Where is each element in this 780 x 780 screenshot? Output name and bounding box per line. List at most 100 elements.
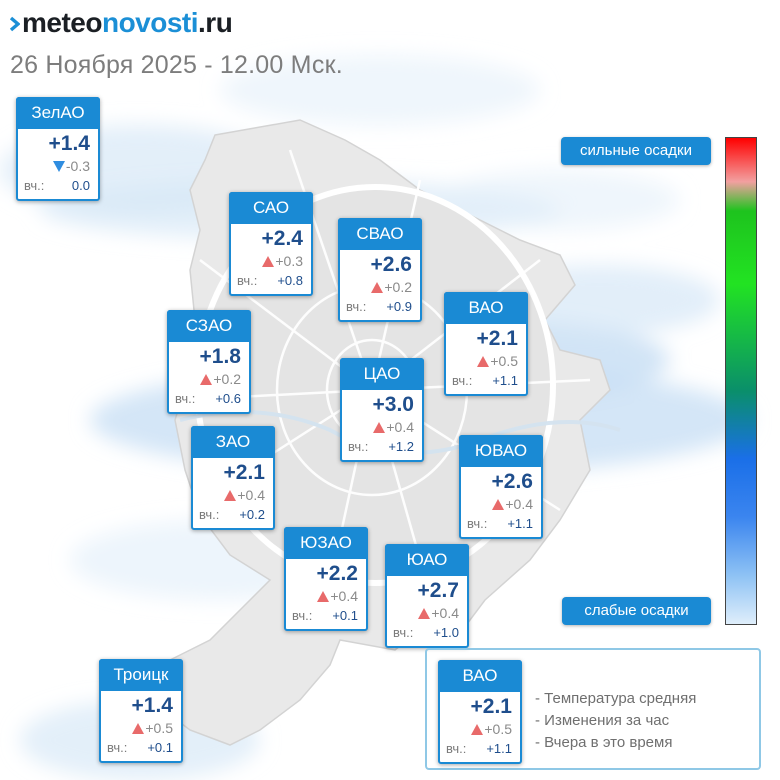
yesterday-label: вч.: <box>107 740 128 755</box>
district-hourly-change: +0.5 <box>477 352 518 370</box>
legend-sample-change: +0.5 <box>471 720 512 738</box>
date-time-subtitle: 26 Ноября 2025 - 12.00 Мск. <box>10 51 343 79</box>
trend-up-icon <box>317 590 330 602</box>
district-yesterday-value: +0.1 <box>147 740 173 755</box>
trend-up-icon <box>492 498 505 510</box>
legend-sample-change-value: +0.5 <box>484 721 512 737</box>
trend-up-icon <box>262 255 275 267</box>
district-name: ЦАО <box>340 358 424 390</box>
district-change-value: +0.4 <box>386 419 414 435</box>
site-logo[interactable]: meteo novosti .ru <box>9 6 233 40</box>
district-name: ВАО <box>444 292 528 324</box>
district-name: СВАО <box>338 218 422 250</box>
district-card-svao[interactable]: СВАО +2.6 +0.2 вч.: +0.9 <box>338 218 422 322</box>
trend-up-icon <box>418 607 431 619</box>
district-yesterday-value: +0.8 <box>277 273 303 288</box>
district-card-troick[interactable]: Троицк +1.4 +0.5 вч.: +0.1 <box>99 659 183 763</box>
district-yesterday: вч.: 0.0 <box>24 177 90 195</box>
district-yesterday-value: +1.1 <box>507 516 533 531</box>
yesterday-label: вч.: <box>446 741 467 756</box>
district-change-value: +0.4 <box>431 605 459 621</box>
scale-label-light: слабые осадки <box>562 597 711 625</box>
district-change-value: +0.4 <box>505 496 533 512</box>
district-yesterday: вч.: +1.1 <box>452 372 518 390</box>
district-yesterday: вч.: +0.1 <box>292 607 358 625</box>
district-name: ЗелАО <box>16 97 100 129</box>
district-card-zelao[interactable]: ЗелАО +1.4 -0.3 вч.: 0.0 <box>16 97 100 201</box>
district-yesterday: вч.: +0.1 <box>107 739 173 757</box>
district-temperature: +2.2 <box>316 562 358 585</box>
legend-sample-yesterday-value: +1.1 <box>486 741 512 756</box>
district-change-value: -0.3 <box>65 158 90 174</box>
trend-up-icon <box>477 355 490 367</box>
district-temperature: +2.4 <box>261 227 303 250</box>
yesterday-label: вч.: <box>346 299 367 314</box>
logo-text-novosti: novosti <box>101 7 199 38</box>
yesterday-label: вч.: <box>348 439 369 454</box>
district-hourly-change: +0.4 <box>373 418 414 436</box>
district-change-value: +0.4 <box>237 487 265 503</box>
district-hourly-change: +0.2 <box>371 278 412 296</box>
district-hourly-change: +0.4 <box>418 604 459 622</box>
yesterday-label: вч.: <box>237 273 258 288</box>
trend-up-icon <box>471 723 484 735</box>
district-temperature: +1.8 <box>199 345 241 368</box>
district-temperature: +3.0 <box>372 393 414 416</box>
district-hourly-change: +0.4 <box>224 486 265 504</box>
district-yesterday: вч.: +0.9 <box>346 298 412 316</box>
district-yesterday-value: +0.1 <box>332 608 358 623</box>
legend-sample-yesterday: вч.: +1.1 <box>446 740 512 758</box>
district-temperature: +1.4 <box>131 694 173 717</box>
district-name: САО <box>229 192 313 224</box>
district-yesterday: вч.: +0.8 <box>237 272 303 290</box>
district-temperature: +2.7 <box>417 579 459 602</box>
legend-line-yesterday: - Вчера в это время <box>535 734 673 751</box>
district-change-value: +0.4 <box>330 588 358 604</box>
legend-line-change: - Изменения за час <box>535 712 670 729</box>
district-card-yuzao[interactable]: ЮЗАО +2.2 +0.4 вч.: +0.1 <box>284 527 368 631</box>
district-hourly-change: +0.4 <box>492 495 533 513</box>
legend-line-temperature: - Температура средняя <box>535 690 697 707</box>
district-card-zao[interactable]: ЗАО +2.1 +0.4 вч.: +0.2 <box>191 426 275 530</box>
district-hourly-change: +0.5 <box>132 719 173 737</box>
district-name: ЮЗАО <box>284 527 368 559</box>
trend-up-icon <box>371 281 384 293</box>
district-temperature: +2.6 <box>491 470 533 493</box>
district-hourly-change: +0.3 <box>262 252 303 270</box>
district-yesterday: вч.: +1.2 <box>348 438 414 456</box>
district-card-vao[interactable]: ВАО +2.1 +0.5 вч.: +1.1 <box>444 292 528 396</box>
district-card-sao[interactable]: САО +2.4 +0.3 вч.: +0.8 <box>229 192 313 296</box>
yesterday-label: вч.: <box>199 507 220 522</box>
district-temperature: +2.1 <box>223 461 265 484</box>
trend-up-icon <box>373 421 386 433</box>
district-temperature: +2.6 <box>370 253 412 276</box>
yesterday-label: вч.: <box>175 391 196 406</box>
district-change-value: +0.3 <box>275 253 303 269</box>
district-card-yuao[interactable]: ЮАО +2.7 +0.4 вч.: +1.0 <box>385 544 469 648</box>
yesterday-label: вч.: <box>292 608 313 623</box>
yesterday-label: вч.: <box>24 178 45 193</box>
district-name: Троицк <box>99 659 183 691</box>
district-change-value: +0.5 <box>490 353 518 369</box>
district-card-szao[interactable]: СЗАО +1.8 +0.2 вч.: +0.6 <box>167 310 251 414</box>
district-temperature: +1.4 <box>48 132 90 155</box>
legend-sample-temp: +2.1 <box>470 695 512 718</box>
district-temperature: +2.1 <box>476 327 518 350</box>
district-yesterday: вч.: +0.2 <box>199 506 265 524</box>
district-change-value: +0.2 <box>384 279 412 295</box>
logo-chevron-icon <box>9 11 21 35</box>
district-hourly-change: +0.2 <box>200 370 241 388</box>
district-hourly-change: +0.4 <box>317 587 358 605</box>
logo-text-domain: .ru <box>198 7 233 38</box>
legend-sample-card: ВАО +2.1 +0.5 вч.: +1.1 <box>438 660 522 764</box>
scale-label-heavy: сильные осадки <box>561 137 711 165</box>
district-card-cao[interactable]: ЦАО +3.0 +0.4 вч.: +1.2 <box>340 358 424 462</box>
precipitation-scale-bar <box>725 137 757 625</box>
trend-up-icon <box>132 722 145 734</box>
district-yesterday-value: +1.0 <box>433 625 459 640</box>
district-card-yuvao[interactable]: ЮВАО +2.6 +0.4 вч.: +1.1 <box>459 435 543 539</box>
district-change-value: +0.5 <box>145 720 173 736</box>
district-yesterday: вч.: +1.0 <box>393 624 459 642</box>
yesterday-label: вч.: <box>467 516 488 531</box>
trend-up-icon <box>200 373 213 385</box>
